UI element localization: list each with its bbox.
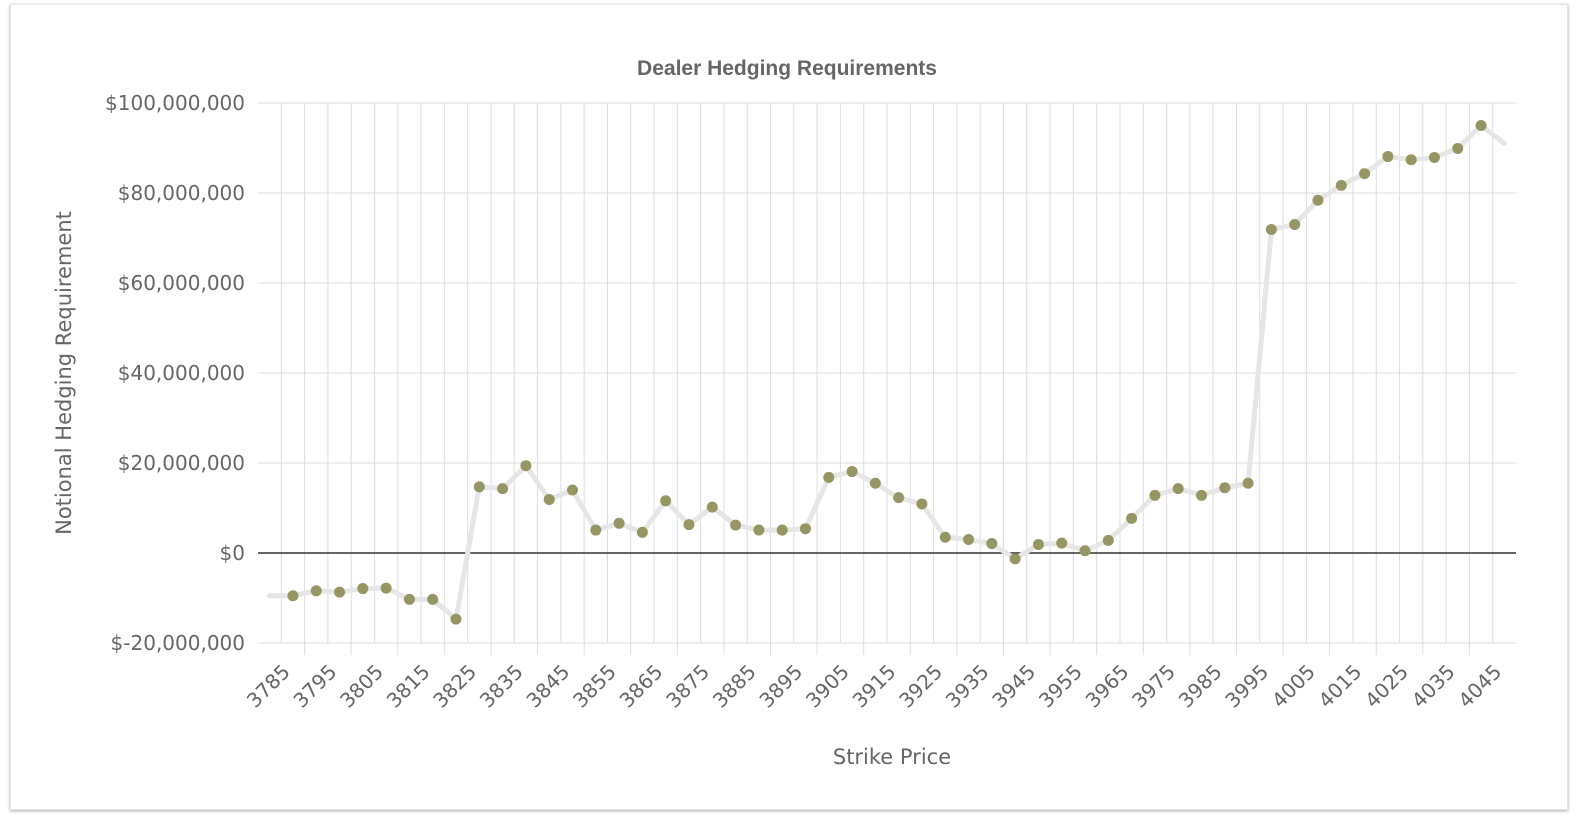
data-point[interactable]: [986, 538, 998, 550]
x-tick-label: 3975: [1127, 660, 1180, 713]
data-point[interactable]: [334, 586, 346, 598]
data-point[interactable]: [427, 593, 439, 605]
data-point[interactable]: [963, 534, 975, 545]
data-point[interactable]: [1405, 154, 1417, 166]
data-point[interactable]: [869, 477, 881, 489]
x-tick-label: 3925: [894, 660, 947, 713]
y-tick-label: $40,000,000: [118, 361, 245, 385]
data-point[interactable]: [543, 493, 555, 505]
data-point[interactable]: [1032, 538, 1044, 550]
data-point[interactable]: [567, 484, 578, 496]
x-tick-label: 3945: [987, 660, 1040, 713]
data-point[interactable]: [660, 495, 672, 507]
x-tick-label: 3995: [1220, 660, 1273, 713]
data-point[interactable]: [287, 590, 299, 602]
x-tick-label: 3905: [801, 660, 854, 713]
data-point[interactable]: [893, 492, 905, 504]
x-tick-label: 3935: [941, 660, 994, 713]
data-point[interactable]: [450, 613, 462, 625]
data-point[interactable]: [310, 585, 322, 597]
data-point[interactable]: [1056, 537, 1068, 549]
x-tick-label: 4045: [1453, 660, 1506, 713]
data-point[interactable]: [706, 501, 718, 513]
x-tick-label: 3915: [848, 660, 901, 713]
y-tick-label: $20,000,000: [118, 451, 245, 475]
data-point[interactable]: [636, 526, 648, 538]
x-tick-label: 3955: [1034, 660, 1087, 713]
x-axis-ticks: 3785379538053815382538353845385538653875…: [242, 660, 1506, 713]
data-point[interactable]: [776, 524, 788, 536]
series-line: [267, 123, 1507, 622]
x-tick-label: 4035: [1407, 660, 1460, 713]
y-axis-label: Notional Hedging Requirement: [52, 211, 76, 535]
y-tick-label: $0: [220, 541, 245, 565]
data-point[interactable]: [1242, 477, 1254, 489]
x-tick-label: 3895: [754, 660, 807, 713]
data-point[interactable]: [520, 460, 532, 472]
data-point[interactable]: [1102, 534, 1114, 546]
data-point[interactable]: [473, 481, 485, 493]
x-tick-label: 4015: [1313, 660, 1366, 713]
series-points: [287, 120, 1487, 625]
data-point[interactable]: [823, 471, 835, 483]
x-tick-label: 4005: [1267, 660, 1320, 713]
data-point[interactable]: [590, 524, 602, 536]
data-point[interactable]: [1428, 151, 1440, 163]
data-point[interactable]: [1126, 512, 1138, 524]
y-tick-label: $-20,000,000: [111, 631, 245, 655]
y-tick-label: $80,000,000: [118, 181, 245, 205]
data-point[interactable]: [380, 582, 392, 594]
data-point[interactable]: [846, 466, 858, 478]
series-line-layer: [267, 123, 1507, 622]
data-point[interactable]: [613, 517, 625, 529]
x-tick-label: 3855: [568, 660, 621, 713]
x-tick-label: 3845: [521, 660, 574, 713]
x-tick-label: 3985: [1174, 660, 1227, 713]
data-point[interactable]: [1335, 179, 1347, 191]
x-tick-label: 3815: [382, 660, 435, 713]
data-point[interactable]: [1452, 142, 1464, 154]
data-point[interactable]: [1196, 489, 1207, 501]
y-tick-label: $100,000,000: [105, 91, 245, 115]
data-point[interactable]: [799, 523, 811, 535]
x-tick-label: 4025: [1360, 660, 1413, 713]
grid: [258, 102, 1516, 655]
x-tick-label: 3865: [615, 660, 668, 713]
y-axis-ticks: $-20,000,000 $0 $20,000,000 $40,000,000 $60,…: [105, 91, 245, 655]
data-point[interactable]: [1219, 482, 1231, 494]
x-tick-label: 3965: [1081, 660, 1134, 713]
chart-card: [10, 4, 1568, 810]
chart-title: Dealer Hedging Requirements: [637, 57, 937, 80]
data-point[interactable]: [1009, 553, 1021, 565]
x-tick-label: 3805: [335, 660, 388, 713]
data-point[interactable]: [403, 593, 415, 605]
data-point[interactable]: [1079, 545, 1091, 557]
data-point[interactable]: [916, 498, 928, 510]
data-point[interactable]: [1289, 219, 1301, 230]
data-point[interactable]: [753, 524, 765, 536]
data-point[interactable]: [1265, 223, 1277, 235]
data-point[interactable]: [939, 531, 951, 543]
data-point[interactable]: [1172, 483, 1184, 495]
data-point[interactable]: [497, 483, 509, 495]
data-point[interactable]: [1359, 168, 1371, 180]
x-tick-label: 3835: [475, 660, 528, 713]
x-tick-label: 3795: [288, 660, 341, 713]
data-point[interactable]: [683, 519, 695, 531]
x-tick-label: 3875: [661, 660, 714, 713]
x-tick-label: 3825: [428, 660, 481, 713]
x-tick-label: 3785: [242, 660, 295, 713]
data-point[interactable]: [1475, 120, 1487, 131]
data-point[interactable]: [730, 519, 742, 531]
data-point[interactable]: [1149, 489, 1161, 501]
data-point[interactable]: [1312, 194, 1324, 206]
y-tick-label: $60,000,000: [118, 271, 245, 295]
x-axis-label: Strike Price: [833, 745, 951, 769]
data-point[interactable]: [1382, 151, 1394, 163]
x-tick-label: 3885: [708, 660, 761, 713]
data-point[interactable]: [357, 583, 369, 595]
